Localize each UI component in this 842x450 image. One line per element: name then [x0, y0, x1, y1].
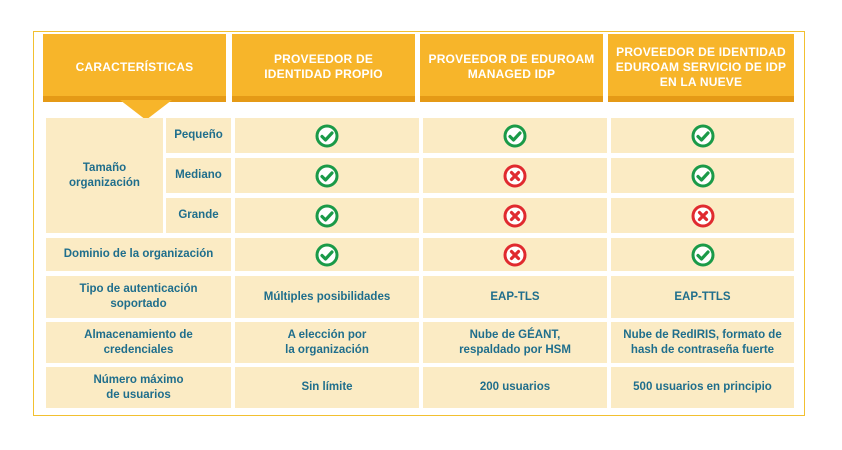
- text-cell: Múltiples posibilidades: [235, 276, 419, 318]
- header-eduroam-managed-idp: PROVEEDOR DE EDUROAM MANAGED IDP: [420, 34, 603, 100]
- check-circle-icon: [503, 124, 527, 147]
- cell-text: 200 usuarios: [479, 381, 551, 393]
- check-circle-icon: [691, 124, 714, 147]
- check-circle-icon: [315, 164, 339, 187]
- header-label: PROVEEDOR DE IDENTIDAD EDUROAM SERVICIO …: [615, 44, 787, 89]
- header-shadow: [232, 96, 415, 102]
- status-cell: [423, 238, 607, 271]
- cross-circle-icon: [691, 204, 714, 227]
- header-label: CARACTERÍSTICAS: [75, 59, 194, 74]
- text-cell: 500 usuarios en principio: [611, 367, 794, 408]
- check-circle-icon: [691, 243, 714, 266]
- domain-row-label: Dominio de la organización: [46, 238, 231, 271]
- cell-text: Nube de RedIRIS, formato de hash de cont…: [623, 328, 782, 356]
- status-cell: [611, 158, 794, 193]
- header-eduroam-servicio-idp: PROVEEDOR DE IDENTIDAD EDUROAM SERVICIO …: [608, 34, 794, 100]
- status-cell: [235, 238, 419, 271]
- cell-text: Tipo de autenticación soportado: [79, 283, 198, 310]
- status-cell: [235, 198, 419, 233]
- text-cell: Nube de RedIRIS, formato de hash de cont…: [611, 322, 794, 363]
- status-cell: [611, 118, 794, 153]
- cell-text: Dominio de la organización: [63, 248, 214, 260]
- cell-text: Mediano: [175, 169, 222, 181]
- cell-text: EAP-TLS: [490, 290, 540, 303]
- cell-text: Múltiples posibilidades: [263, 290, 391, 303]
- status-cell: [423, 198, 607, 233]
- cell-text: Almacenamiento de credenciales: [84, 328, 193, 356]
- text-cell: Nube de GÉANT, respaldado por HSM: [423, 322, 607, 363]
- size-label-1: Pequeño: [166, 118, 231, 153]
- text-cell: A elección por la organización: [235, 322, 419, 363]
- header-pointer-arrow: [120, 100, 172, 120]
- cross-circle-icon: [503, 204, 527, 227]
- check-circle-icon: [691, 164, 714, 187]
- check-circle-icon: [315, 204, 339, 227]
- row-label-2: Almacenamiento de credenciales: [46, 322, 231, 363]
- cell-text: Grande: [178, 209, 219, 221]
- size-group-label: Tamaño organización: [46, 118, 163, 233]
- cell-text: Número máximo de usuarios: [93, 373, 184, 401]
- cross-circle-icon: [503, 164, 527, 187]
- row-label-3: Número máximo de usuarios: [46, 367, 231, 408]
- header-label: PROVEEDOR DE EDUROAM MANAGED IDP: [428, 52, 595, 81]
- table-frame: [33, 31, 805, 416]
- header-shadow: [43, 96, 226, 102]
- status-cell: [235, 118, 419, 153]
- cell-text: Pequeño: [174, 129, 223, 141]
- text-cell: Sin límite: [235, 367, 419, 408]
- cell-text: 500 usuarios en principio: [633, 381, 772, 393]
- cell-text: A elección por la organización: [285, 328, 369, 356]
- status-cell: [235, 158, 419, 193]
- check-circle-icon: [315, 124, 339, 147]
- status-cell: [423, 118, 607, 153]
- header-caracteristicas: CARACTERÍSTICAS: [43, 34, 226, 100]
- status-cell: [423, 158, 607, 193]
- cell-text: Sin límite: [301, 381, 353, 393]
- text-cell: 200 usuarios: [423, 367, 607, 408]
- text-cell: EAP-TLS: [423, 276, 607, 318]
- text-cell: EAP-TTLS: [611, 276, 794, 318]
- header-proveedor-propio: PROVEEDOR DE IDENTIDAD PROPIO: [232, 34, 415, 100]
- cell-text: Nube de GÉANT, respaldado por HSM: [459, 328, 571, 356]
- status-cell: [611, 238, 794, 271]
- cross-circle-icon: [503, 243, 527, 266]
- header-label: PROVEEDOR DE IDENTIDAD PROPIO: [264, 52, 383, 81]
- status-cell: [611, 198, 794, 233]
- size-label-2: Mediano: [166, 158, 231, 193]
- cell-text: EAP-TTLS: [674, 290, 731, 303]
- header-shadow: [420, 96, 603, 102]
- check-circle-icon: [315, 243, 339, 266]
- header-shadow: [608, 96, 794, 102]
- row-label-1: Tipo de autenticación soportado: [46, 276, 231, 318]
- size-label-3: Grande: [166, 198, 231, 233]
